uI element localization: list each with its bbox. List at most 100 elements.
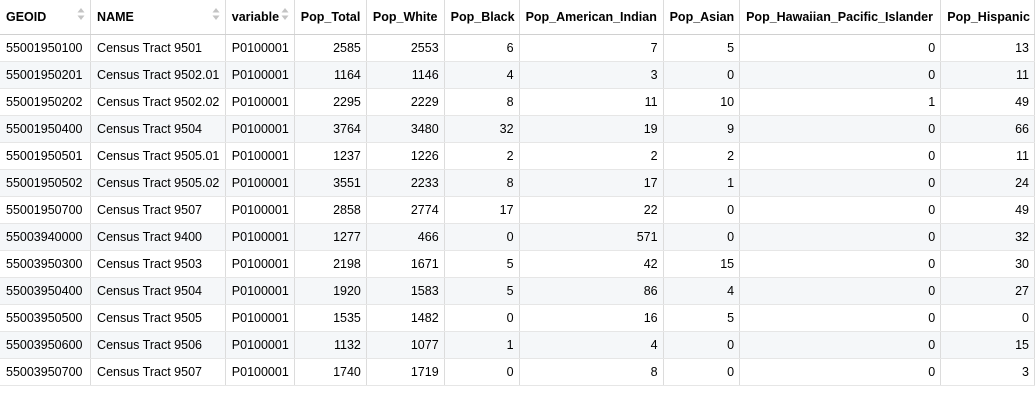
cell-geoid: 55001950700 bbox=[0, 196, 92, 224]
column-header-label: GEOID bbox=[6, 9, 47, 24]
cell-pop-black: 5 bbox=[444, 250, 520, 278]
sort-arrows-icon[interactable] bbox=[77, 7, 85, 21]
cell-pop-hispanic: 13 bbox=[940, 34, 1035, 62]
cell-pop-black: 32 bbox=[444, 115, 520, 143]
cell-name: Census Tract 9502.01 bbox=[90, 61, 226, 89]
cell-pop-total: 2198 bbox=[294, 250, 367, 278]
cell-pop-black: 0 bbox=[444, 358, 520, 386]
column-header-pop-asian[interactable]: Pop_Asian bbox=[663, 0, 741, 35]
cell-variable: P0100001 bbox=[225, 358, 295, 386]
cell-pop-hawaiian-pacific-islander: 0 bbox=[739, 115, 942, 143]
cell-pop-hispanic: 11 bbox=[940, 142, 1035, 170]
cell-pop-total: 1164 bbox=[294, 61, 367, 89]
cell-pop-asian: 4 bbox=[663, 277, 741, 305]
table-row[interactable]: 55003950300 Census Tract 9503 P0100001 2198… bbox=[0, 250, 1035, 278]
cell-pop-black: 0 bbox=[444, 304, 520, 332]
column-header-pop-total[interactable]: Pop_Total bbox=[294, 0, 367, 35]
cell-pop-black: 4 bbox=[444, 61, 520, 89]
cell-geoid: 55003950600 bbox=[0, 331, 92, 359]
cell-geoid: 55003950300 bbox=[0, 250, 92, 278]
cell-pop-total: 3551 bbox=[294, 169, 367, 197]
cell-name: Census Tract 9503 bbox=[90, 250, 226, 278]
cell-geoid: 55003950500 bbox=[0, 304, 92, 332]
cell-pop-black: 6 bbox=[444, 34, 520, 62]
table-row[interactable]: 55001950201 Census Tract 9502.01 P0100001 1… bbox=[0, 61, 1035, 89]
cell-pop-american-indian: 7 bbox=[519, 34, 664, 62]
table-row[interactable]: 55001950202 Census Tract 9502.02 P0100001 2… bbox=[0, 88, 1035, 116]
cell-pop-white: 1482 bbox=[366, 304, 445, 332]
table-row[interactable]: 55001950700 Census Tract 9507 P0100001 2858… bbox=[0, 196, 1035, 224]
table-row[interactable]: 55003950600 Census Tract 9506 P0100001 1132… bbox=[0, 331, 1035, 359]
column-header-pop-white[interactable]: Pop_White bbox=[366, 0, 445, 35]
cell-pop-black: 5 bbox=[444, 277, 520, 305]
cell-pop-asian: 15 bbox=[663, 250, 741, 278]
cell-pop-black: 2 bbox=[444, 142, 520, 170]
cell-pop-asian: 5 bbox=[663, 304, 741, 332]
cell-pop-hispanic: 49 bbox=[940, 196, 1035, 224]
cell-pop-hawaiian-pacific-islander: 0 bbox=[739, 61, 942, 89]
cell-name: Census Tract 9505.02 bbox=[90, 169, 226, 197]
cell-pop-hawaiian-pacific-islander: 0 bbox=[739, 358, 942, 386]
column-header-pop-black[interactable]: Pop_Black bbox=[444, 0, 520, 35]
cell-pop-hispanic: 30 bbox=[940, 250, 1035, 278]
table-row[interactable]: 55001950400 Census Tract 9504 P0100001 3764… bbox=[0, 115, 1035, 143]
sort-arrows-icon[interactable] bbox=[281, 7, 289, 21]
cell-pop-hispanic: 66 bbox=[940, 115, 1035, 143]
cell-variable: P0100001 bbox=[225, 115, 295, 143]
cell-geoid: 55001950400 bbox=[0, 115, 92, 143]
cell-pop-black: 8 bbox=[444, 88, 520, 116]
cell-pop-white: 1226 bbox=[366, 142, 445, 170]
table-row[interactable]: 55003940000 Census Tract 9400 P0100001 1277… bbox=[0, 223, 1035, 251]
table-row[interactable]: 55001950502 Census Tract 9505.02 P0100001 3… bbox=[0, 169, 1035, 197]
cell-pop-american-indian: 3 bbox=[519, 61, 664, 89]
cell-pop-hawaiian-pacific-islander: 0 bbox=[739, 196, 942, 224]
cell-geoid: 55001950502 bbox=[0, 169, 92, 197]
cell-pop-asian: 0 bbox=[663, 331, 741, 359]
cell-pop-total: 1740 bbox=[294, 358, 367, 386]
cell-pop-white: 1719 bbox=[366, 358, 445, 386]
column-header-pop-american-indian[interactable]: Pop_American_Indian bbox=[519, 0, 664, 35]
cell-name: Census Tract 9505 bbox=[90, 304, 226, 332]
cell-pop-white: 1077 bbox=[366, 331, 445, 359]
cell-pop-hispanic: 32 bbox=[940, 223, 1035, 251]
column-header-label: Pop_White bbox=[372, 9, 438, 24]
column-header-variable[interactable]: variable bbox=[225, 0, 295, 35]
cell-variable: P0100001 bbox=[225, 169, 295, 197]
cell-pop-asian: 0 bbox=[663, 358, 741, 386]
cell-pop-american-indian: 8 bbox=[519, 358, 664, 386]
cell-geoid: 55003940000 bbox=[0, 223, 92, 251]
cell-pop-asian: 0 bbox=[663, 196, 741, 224]
cell-pop-hawaiian-pacific-islander: 0 bbox=[739, 142, 942, 170]
table-row[interactable]: 55003950700 Census Tract 9507 P0100001 1740… bbox=[0, 358, 1035, 386]
header-row: GEOID NAME variable Pop_Total Pop_White Pop_B… bbox=[0, 0, 1035, 35]
cell-pop-hispanic: 11 bbox=[940, 61, 1035, 89]
sort-arrows-icon[interactable] bbox=[212, 7, 220, 21]
cell-pop-total: 1132 bbox=[294, 331, 367, 359]
column-header-name[interactable]: NAME bbox=[90, 0, 226, 35]
cell-geoid: 55001950201 bbox=[0, 61, 92, 89]
cell-pop-asian: 9 bbox=[663, 115, 741, 143]
cell-pop-hispanic: 49 bbox=[940, 88, 1035, 116]
cell-variable: P0100001 bbox=[225, 331, 295, 359]
cell-pop-white: 2553 bbox=[366, 34, 445, 62]
column-header-pop-hispanic[interactable]: Pop_Hispanic bbox=[940, 0, 1035, 35]
table-row[interactable]: 55001950501 Census Tract 9505.01 P0100001 1… bbox=[0, 142, 1035, 170]
cell-pop-white: 1583 bbox=[366, 277, 445, 305]
cell-pop-asian: 10 bbox=[663, 88, 741, 116]
cell-name: Census Tract 9501 bbox=[90, 34, 226, 62]
table-row[interactable]: 55001950100 Census Tract 9501 P0100001 2585… bbox=[0, 34, 1035, 62]
cell-geoid: 55003950700 bbox=[0, 358, 92, 386]
cell-variable: P0100001 bbox=[225, 88, 295, 116]
column-header-geoid[interactable]: GEOID bbox=[0, 0, 92, 35]
cell-variable: P0100001 bbox=[225, 223, 295, 251]
data-table: GEOID NAME variable Pop_Total Pop_White Pop_B… bbox=[0, 0, 1035, 386]
table-row[interactable]: 55003950400 Census Tract 9504 P0100001 1920… bbox=[0, 277, 1035, 305]
cell-pop-total: 2585 bbox=[294, 34, 367, 62]
cell-geoid: 55001950501 bbox=[0, 142, 92, 170]
cell-variable: P0100001 bbox=[225, 304, 295, 332]
cell-pop-hispanic: 27 bbox=[940, 277, 1035, 305]
cell-pop-american-indian: 22 bbox=[519, 196, 664, 224]
table-row[interactable]: 55003950500 Census Tract 9505 P0100001 1535… bbox=[0, 304, 1035, 332]
column-header-pop-hawaiian-pacific-islander[interactable]: Pop_Hawaiian_Pacific_Islander bbox=[739, 0, 942, 35]
table-body: 55001950100 Census Tract 9501 P0100001 2585… bbox=[0, 34, 1035, 386]
